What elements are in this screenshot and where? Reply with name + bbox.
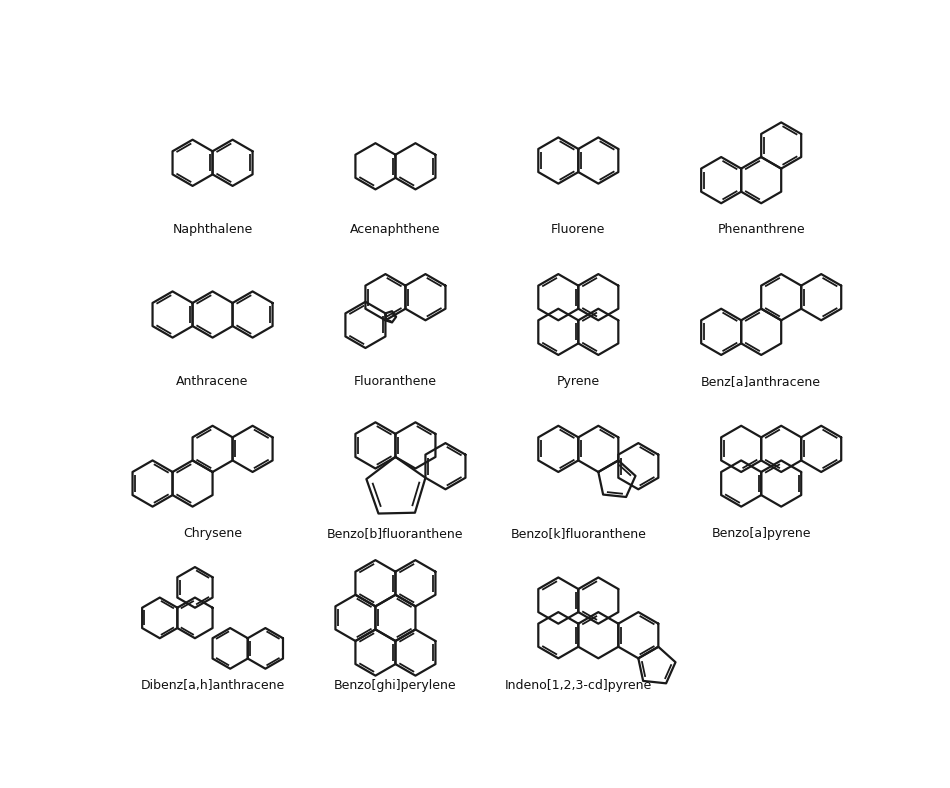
Text: Benzo[ghi]perylene: Benzo[ghi]perylene bbox=[334, 678, 457, 692]
Text: Benzo[b]fluoranthene: Benzo[b]fluoranthene bbox=[327, 527, 464, 540]
Text: Fluorene: Fluorene bbox=[551, 224, 605, 236]
Text: Indeno[1,2,3-cd]pyrene: Indeno[1,2,3-cd]pyrene bbox=[504, 678, 652, 692]
Text: Fluoranthene: Fluoranthene bbox=[354, 375, 437, 388]
Text: Pyrene: Pyrene bbox=[557, 375, 599, 388]
Text: Benzo[k]fluoranthene: Benzo[k]fluoranthene bbox=[510, 527, 646, 540]
Text: Naphthalene: Naphthalene bbox=[173, 224, 253, 236]
Text: Phenanthrene: Phenanthrene bbox=[717, 224, 805, 236]
Text: Acenaphthene: Acenaphthene bbox=[351, 224, 441, 236]
Text: Dibenz[a,h]anthracene: Dibenz[a,h]anthracene bbox=[141, 678, 285, 692]
Text: Benzo[a]pyrene: Benzo[a]pyrene bbox=[712, 527, 811, 540]
Text: Anthracene: Anthracene bbox=[177, 375, 249, 388]
Text: Benz[a]anthracene: Benz[a]anthracene bbox=[701, 375, 821, 388]
Text: Chrysene: Chrysene bbox=[183, 527, 242, 540]
